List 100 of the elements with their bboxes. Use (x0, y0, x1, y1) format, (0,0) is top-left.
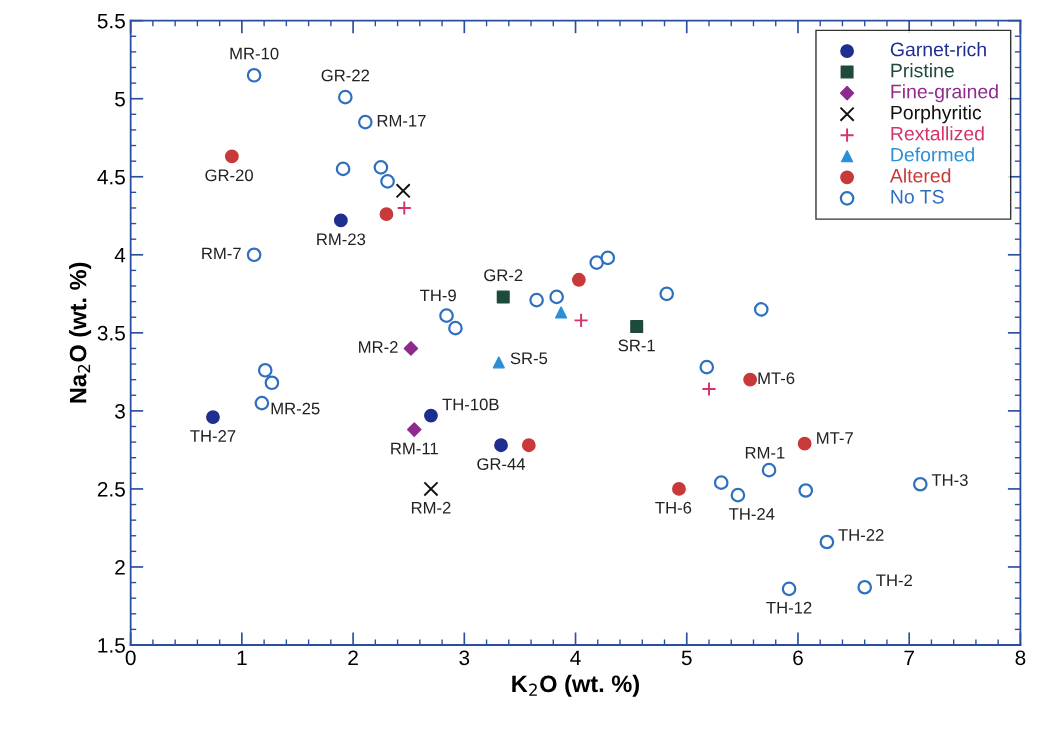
annotation: GR-44 (477, 458, 526, 470)
point (246, 67, 262, 83)
x-tick-label: 7 (904, 650, 914, 665)
y-tick-label: 3 (115, 403, 125, 419)
point (224, 149, 239, 164)
annotation: SR-1 (618, 339, 655, 352)
legend-label: Pristine (891, 63, 954, 78)
x-tick-label: 5 (681, 650, 692, 666)
annotation: MR-10 (230, 47, 279, 60)
annotation: MT-7 (817, 432, 853, 444)
point (257, 362, 273, 378)
point (448, 320, 463, 336)
point (337, 89, 353, 105)
point (403, 341, 419, 356)
point (912, 476, 928, 492)
annotation: TH-12 (766, 601, 812, 614)
point (424, 408, 438, 423)
point (753, 302, 769, 317)
point (672, 482, 686, 496)
point (589, 255, 604, 270)
point (396, 200, 412, 216)
point (797, 436, 812, 451)
y-tick-label: 4.5 (97, 169, 125, 185)
annotation: TH-9 (420, 289, 456, 302)
annotation: MR-25 (271, 402, 320, 415)
x-tick-label: 8 (1015, 650, 1026, 666)
y-tick-label: 2 (115, 559, 125, 575)
point (761, 462, 777, 478)
legend-label: Deformed (891, 147, 974, 162)
y-tick-label: 1.5 (98, 638, 125, 653)
point (713, 475, 729, 490)
point (571, 272, 586, 287)
point (743, 372, 758, 387)
point (254, 395, 270, 411)
point (630, 320, 644, 334)
annotation: MT-6 (758, 372, 795, 385)
point (555, 306, 568, 319)
point (246, 247, 262, 263)
annotation: RM-1 (745, 446, 785, 459)
annotation: TH-3 (931, 474, 968, 486)
annotation: MR-2 (359, 341, 398, 353)
y-axis-title: Na$_{2}$O (wt. %) (69, 262, 92, 403)
point (395, 183, 411, 199)
legend-label: Fine-grained (891, 84, 998, 103)
point (492, 356, 505, 369)
legend-label: Altered (889, 168, 951, 183)
annotation: GR-22 (321, 69, 370, 82)
x-tick-label: 4 (570, 650, 581, 665)
x-tick-label: 1 (237, 650, 247, 665)
annotation: TH-27 (190, 430, 236, 442)
point (857, 579, 873, 595)
point (206, 410, 220, 425)
annotation: TH-6 (655, 501, 692, 514)
point (379, 207, 394, 222)
legend-label: Garnet-rich (890, 42, 986, 57)
y-tick-label: 2.5 (97, 481, 125, 497)
legend-label: No TS (891, 189, 944, 204)
point (600, 250, 616, 266)
y-tick-label: 3.5 (97, 325, 125, 341)
annotation: RM-23 (317, 233, 366, 246)
annotation: RM-2 (411, 501, 451, 514)
point (659, 286, 675, 302)
point (730, 487, 746, 503)
point (521, 438, 536, 453)
point (406, 422, 422, 437)
x-axis-title: K$_{2}$O (wt. %) (512, 674, 639, 697)
annotation: GR-20 (205, 169, 253, 182)
point (380, 174, 395, 189)
point (529, 292, 544, 308)
annotation: TH-2 (876, 574, 913, 587)
point (798, 483, 814, 498)
x-tick-label: 6 (793, 650, 803, 666)
x-tick-label: 3 (459, 650, 470, 666)
point (264, 375, 280, 391)
y-tick-label: 4 (114, 248, 126, 263)
annotation: GR-2 (484, 269, 523, 282)
point (423, 481, 439, 497)
legend-label: Rextallized (891, 126, 984, 141)
annotation: RM-7 (202, 247, 241, 260)
point (699, 359, 715, 375)
point (573, 312, 589, 328)
annotation: SR-5 (510, 352, 548, 365)
point (439, 308, 454, 323)
y-tick-label: 5.5 (97, 13, 125, 29)
point (496, 290, 510, 304)
legend-label: Porphyritic (891, 105, 982, 124)
x-tick-label: 2 (348, 650, 358, 665)
point (549, 289, 564, 305)
y-tick-label: 5 (115, 91, 125, 107)
point (373, 160, 389, 175)
x-tick-label: 0 (125, 650, 136, 666)
annotation: TH-22 (838, 529, 884, 541)
point (335, 161, 351, 177)
point (701, 381, 717, 397)
point (819, 534, 835, 550)
annotation: RM-11 (391, 442, 438, 455)
point (358, 114, 373, 130)
annotation: TH-24 (729, 508, 775, 520)
point (494, 438, 508, 453)
point (781, 581, 797, 597)
